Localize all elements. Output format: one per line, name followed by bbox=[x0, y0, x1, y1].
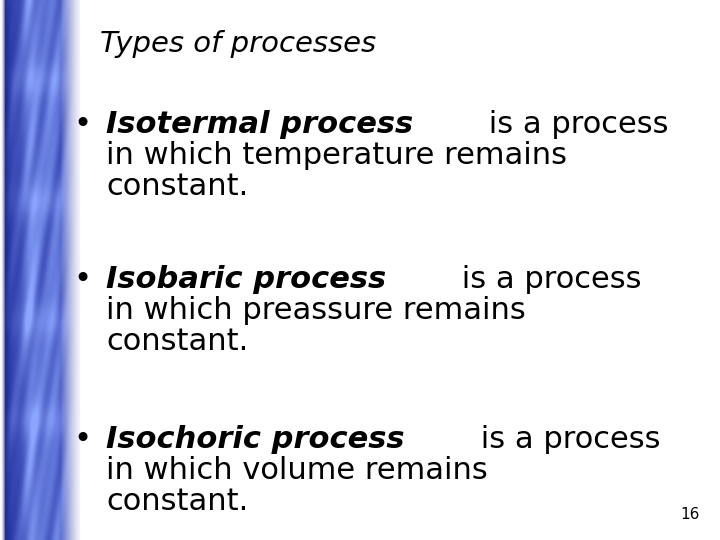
Text: is a process: is a process bbox=[471, 425, 660, 454]
Text: in which temperature remains: in which temperature remains bbox=[106, 141, 567, 170]
Text: 16: 16 bbox=[680, 507, 700, 522]
Text: in which volume remains: in which volume remains bbox=[106, 456, 487, 485]
Text: •: • bbox=[74, 110, 92, 139]
Text: Types of processes: Types of processes bbox=[100, 30, 376, 58]
Text: Isobaric process: Isobaric process bbox=[106, 265, 386, 294]
Text: Isotermal process: Isotermal process bbox=[106, 110, 413, 139]
Text: constant.: constant. bbox=[106, 172, 248, 201]
Text: is a process: is a process bbox=[452, 265, 642, 294]
Text: is a process: is a process bbox=[480, 110, 669, 139]
Text: constant.: constant. bbox=[106, 487, 248, 516]
Text: •: • bbox=[74, 425, 92, 454]
Text: Isochoric process: Isochoric process bbox=[106, 425, 405, 454]
Bar bbox=[80, 0, 720, 540]
Text: constant.: constant. bbox=[106, 327, 248, 356]
Text: •: • bbox=[74, 265, 92, 294]
Text: in which preassure remains: in which preassure remains bbox=[106, 296, 526, 325]
